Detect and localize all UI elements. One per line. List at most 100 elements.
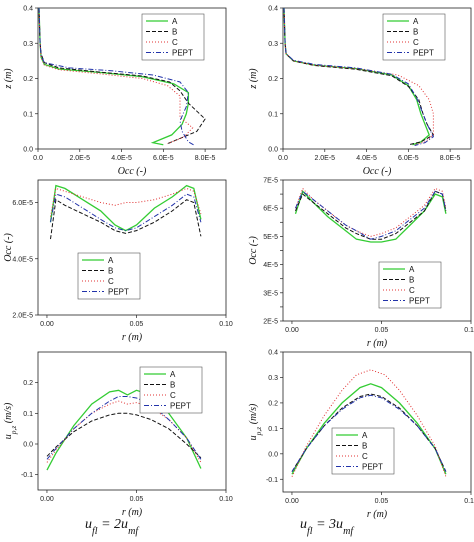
y-tick-label: 0.4 [268, 350, 278, 357]
x-axis-label: Occ (-) [118, 166, 147, 177]
panel-upz-r-left: 0.00 0.05 0.10 -0.1 0.0 0.1 0.2 r (m) up,z (m/s)… [3, 351, 233, 518]
legend-label: A [172, 17, 178, 26]
y-axis-label: up,z (m/s) [3, 402, 18, 439]
x-axis-label: r (m) [122, 332, 143, 343]
series-line-c [295, 187, 447, 237]
legend-label: C [409, 286, 415, 295]
legend-label: PEPT [409, 297, 430, 306]
legend-box [77, 252, 141, 300]
legend: ABC PEPT [331, 427, 395, 475]
y-tick-label: 2.0E-5 [12, 313, 33, 320]
panel-occ-z-right: 0.0 2.0E-5 4.0E-5 6.0E-5 8.0E-5 0.0 0.1 0.2 0.3 0… [248, 6, 472, 177]
x-tick-label: 4.0E-5 [356, 155, 377, 162]
legend-label: A [362, 431, 368, 440]
x-tick-label: 2.0E-5 [69, 155, 90, 162]
legend-label: A [413, 17, 419, 26]
series-line-pept [291, 394, 447, 472]
x-tick-label: 0.10 [219, 321, 233, 328]
legend-label: A [409, 265, 415, 274]
y-tick-label: 6.0E-5 [12, 200, 33, 207]
x-tick-label: 0.0 [278, 155, 288, 162]
x-axis-label: r (m) [367, 338, 388, 349]
x-tick-label: 8.0E-5 [440, 155, 461, 162]
y-tick-label: 3E-5 [263, 290, 278, 297]
legend-label: B [409, 276, 414, 285]
legend-label: PEPT [172, 49, 193, 58]
x-tick-label: 6.0E-5 [153, 155, 174, 162]
legend-label: B [413, 28, 418, 37]
y-tick-label: 0.0 [268, 451, 278, 458]
series-line-pept [50, 193, 202, 232]
legend: ABC PEPT [378, 261, 442, 309]
x-tick-label: 0.10 [219, 496, 233, 503]
y-axis-label: Occ (-) [248, 236, 259, 265]
x-axis-label: r (m) [367, 509, 388, 520]
y-tick-label: 0.1 [23, 411, 33, 418]
y-axis-label: z (m) [248, 68, 259, 90]
y-tick-label: 4.0E-5 [12, 256, 33, 263]
x-tick-label: 6.0E-5 [398, 155, 419, 162]
x-tick-label: 0.00 [285, 327, 299, 334]
x-tick-label: 2.0E-5 [314, 155, 335, 162]
series-line-pept [46, 396, 202, 460]
x-tick-label: 0.0 [33, 155, 43, 162]
x-tick-label: 0.00 [285, 498, 299, 505]
y-tick-label: 0.3 [268, 375, 278, 382]
legend-box [378, 261, 442, 309]
legend-label: A [108, 256, 114, 265]
series-line-c [38, 8, 194, 145]
series-line-c [291, 369, 447, 477]
legend: ABC PEPT [77, 252, 141, 300]
legend-label: C [362, 452, 368, 461]
y-tick-label: 0.0 [23, 442, 33, 449]
y-tick-label: 0.1 [268, 426, 278, 433]
y-axis-label: up,z (m/s) [248, 403, 263, 440]
legend-label: B [170, 381, 175, 390]
x-axis-label: Occ (-) [363, 166, 392, 177]
series-line-b [46, 412, 202, 459]
y-tick-label: 0.2 [23, 380, 33, 387]
series-line-b [295, 190, 447, 240]
legend-label: C [172, 38, 178, 47]
legend-box [141, 13, 205, 61]
y-tick-label: 0.1 [268, 111, 278, 118]
legend-label: PEPT [362, 463, 383, 472]
y-tick-label: 4E-5 [263, 262, 278, 269]
y-tick-label: 0.3 [268, 41, 278, 48]
legend-label: C [170, 391, 176, 400]
x-axis-label: r (m) [122, 507, 143, 518]
legend-label: B [362, 442, 367, 451]
x-tick-label: 0.05 [130, 496, 144, 503]
y-tick-label: 0.2 [268, 76, 278, 83]
y-tick-label: 0.3 [23, 41, 33, 48]
x-tick-label: 0.05 [375, 498, 389, 505]
y-axis-label: z (m) [3, 68, 14, 90]
legend-label: C [108, 277, 114, 286]
x-tick-label: 0.10 [464, 327, 474, 334]
y-tick-label: 0.2 [268, 400, 278, 407]
x-tick-label: 8.0E-5 [195, 155, 216, 162]
series-line-b [50, 198, 202, 240]
x-tick-label: 0.00 [40, 496, 54, 503]
panel-occ-r-right: 0.00 0.05 0.10 2E-5 3E-5 4E-5 5E-5 6E-5 7E-5 r (m… [248, 178, 474, 350]
legend-label: C [413, 38, 419, 47]
y-tick-label: 0.4 [268, 6, 278, 13]
legend-label: B [108, 267, 113, 276]
legend: ABC PEPT [382, 13, 446, 61]
series-line-b [283, 8, 435, 146]
y-tick-label: 6E-5 [263, 206, 278, 213]
series-line-a [294, 190, 447, 243]
series-line-pept [295, 190, 447, 240]
legend-label: PEPT [108, 288, 129, 297]
series-line-a [46, 389, 202, 471]
y-tick-label: -0.1 [266, 477, 278, 484]
panel-occ-z-left: 0.0 2.0E-5 4.0E-5 6.0E-5 8.0E-5 0.0 0.1 0.2 0.3 0… [3, 6, 227, 177]
x-tick-label: 4.0E-5 [111, 155, 132, 162]
legend-label: PEPT [413, 49, 434, 58]
x-tick-label: 0.00 [40, 321, 54, 328]
legend-label: B [172, 28, 177, 37]
legend: ABC PEPT [141, 13, 205, 61]
legend-box [331, 427, 395, 475]
plot-frame [37, 179, 227, 316]
